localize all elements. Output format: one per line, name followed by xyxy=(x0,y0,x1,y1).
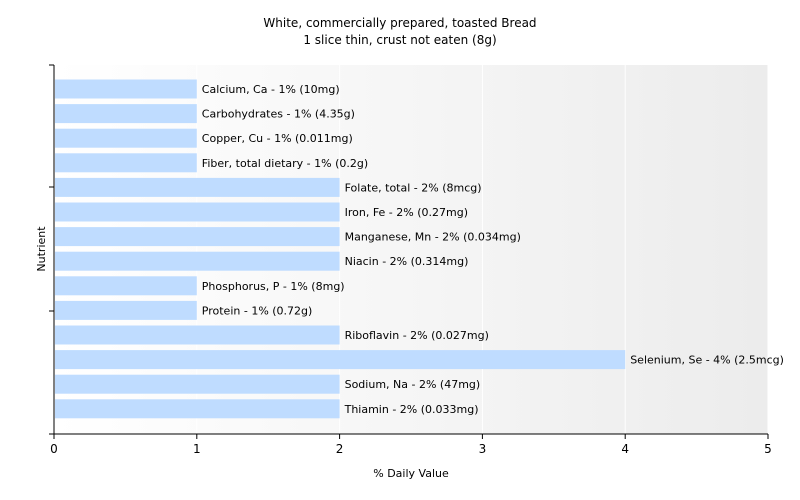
bar-8 xyxy=(55,276,197,296)
chart-subtitle: 1 slice thin, crust not eaten (8g) xyxy=(303,33,496,47)
x-tick-label-2: 2 xyxy=(336,442,344,456)
axes: 0 1 2 3 4 5 xyxy=(49,64,772,456)
bar-label-4: Folate, total - 2% (8mcg) xyxy=(345,181,482,194)
bars: Calcium, Ca - 1% (10mg) Carbohydrates - 1… xyxy=(55,79,784,419)
bar-3 xyxy=(55,153,197,173)
grid-lines xyxy=(196,65,769,434)
bar-label-13: Thiamin - 2% (0.033mg) xyxy=(344,403,479,416)
x-tick-label-3: 3 xyxy=(479,442,487,456)
bar-7 xyxy=(55,251,340,271)
bar-label-1: Carbohydrates - 1% (4.35g) xyxy=(202,108,355,121)
bar-9 xyxy=(55,300,197,320)
bar-11 xyxy=(55,350,626,370)
bar-12 xyxy=(55,374,340,394)
chart-title: White, commercially prepared, toasted Br… xyxy=(263,16,536,30)
x-tick-label-1: 1 xyxy=(193,442,201,456)
y-axis-title: Nutrient xyxy=(35,226,48,272)
bar-label-2: Copper, Cu - 1% (0.011mg) xyxy=(202,132,353,145)
x-tick-label-4: 4 xyxy=(621,442,629,456)
bar-label-11: Selenium, Se - 4% (2.5mcg) xyxy=(630,354,784,367)
bar-label-8: Phosphorus, P - 1% (8mg) xyxy=(202,280,345,293)
x-tick-label-0: 0 xyxy=(50,442,58,456)
bar-1 xyxy=(55,104,197,124)
bar-5 xyxy=(55,202,340,222)
bar-label-9: Protein - 1% (0.72g) xyxy=(202,304,313,317)
bar-label-3: Fiber, total dietary - 1% (0.2g) xyxy=(202,157,368,170)
bar-10 xyxy=(55,325,340,345)
bar-label-7: Niacin - 2% (0.314mg) xyxy=(345,255,469,268)
bar-13 xyxy=(55,399,340,419)
bar-label-10: Riboflavin - 2% (0.027mg) xyxy=(345,329,489,342)
x-axis-title: % Daily Value xyxy=(373,467,449,480)
bar-0 xyxy=(55,79,197,99)
x-tick-label-5: 5 xyxy=(764,442,772,456)
bar-label-0: Calcium, Ca - 1% (10mg) xyxy=(202,83,340,96)
bar-label-6: Manganese, Mn - 2% (0.034mg) xyxy=(345,231,521,244)
bar-label-5: Iron, Fe - 2% (0.27mg) xyxy=(345,206,468,219)
bar-label-12: Sodium, Na - 2% (47mg) xyxy=(345,378,481,391)
plot-background xyxy=(54,65,768,434)
bar-4 xyxy=(55,177,340,197)
bar-2 xyxy=(55,128,197,148)
bar-6 xyxy=(55,227,340,247)
